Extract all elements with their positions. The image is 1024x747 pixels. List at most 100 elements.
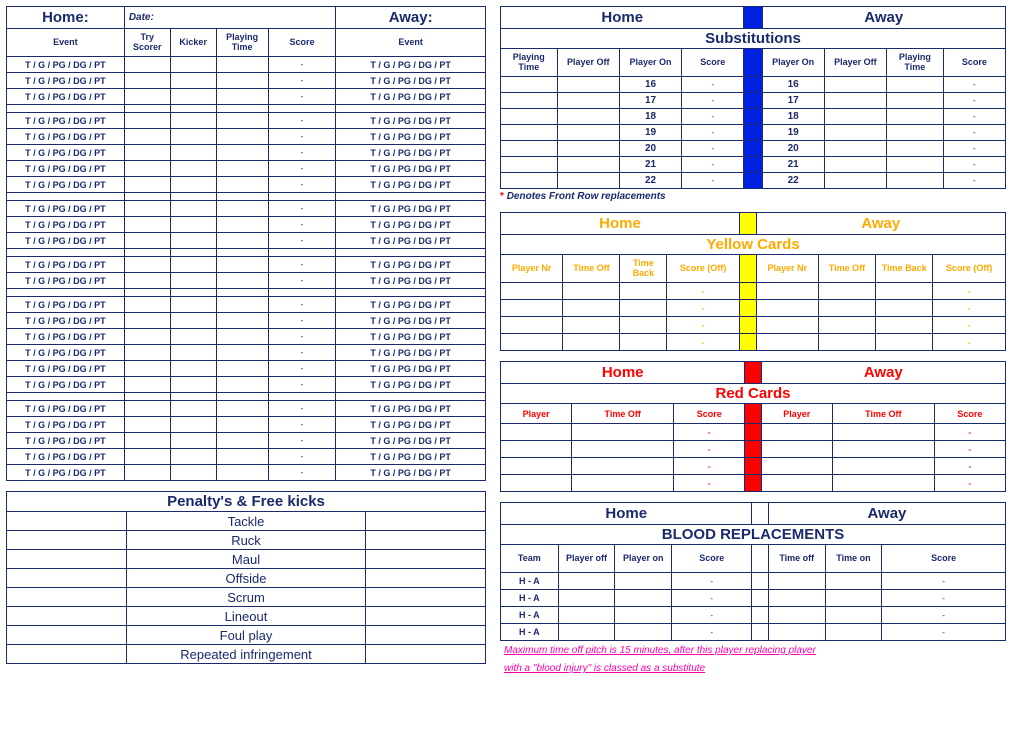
subs-pt-a-cell[interactable] [887,125,944,141]
playing-time-cell[interactable] [216,401,268,417]
r-p-a-cell[interactable] [761,441,832,458]
score-cell[interactable]: - [268,257,336,273]
score-cell[interactable]: - [268,449,336,465]
penalty-right[interactable] [366,607,486,626]
score-cell[interactable]: - [268,217,336,233]
score-cell[interactable]: - [268,129,336,145]
score-cell[interactable]: - [268,201,336,217]
y-to-h-cell[interactable] [563,300,620,317]
kicker-cell[interactable] [170,433,216,449]
y-tb-a-cell[interactable] [876,300,933,317]
r-to-a-cell[interactable] [832,458,934,475]
try-scorer-cell[interactable] [124,361,170,377]
subs-pt-a-cell[interactable] [887,77,944,93]
playing-time-cell[interactable] [216,113,268,129]
playing-time-cell[interactable] [216,257,268,273]
r-s-a-cell[interactable]: - [934,441,1005,458]
try-scorer-cell[interactable] [124,449,170,465]
r-to-a-cell[interactable] [832,441,934,458]
b-ton-cell[interactable] [825,590,882,607]
playing-time-cell[interactable] [216,129,268,145]
subs-pt-h-cell[interactable] [501,93,558,109]
subs-pt-h-cell[interactable] [501,109,558,125]
try-scorer-cell[interactable] [124,257,170,273]
y-tb-h-cell[interactable] [620,317,667,334]
try-scorer-cell[interactable] [124,57,170,73]
y-so-h-cell[interactable]: - [667,300,740,317]
y-tb-a-cell[interactable] [876,334,933,351]
subs-pt-a-cell[interactable] [887,109,944,125]
playing-time-cell[interactable] [216,201,268,217]
subs-score-h-cell[interactable]: - [682,173,744,189]
score-cell[interactable]: - [268,401,336,417]
y-to-a-cell[interactable] [818,283,875,300]
kicker-cell[interactable] [170,329,216,345]
y-to-a-cell[interactable] [818,317,875,334]
subs-poff-h-cell[interactable] [557,141,619,157]
penalty-left[interactable] [7,531,127,550]
try-scorer-cell[interactable] [124,329,170,345]
y-pn-h-cell[interactable] [501,334,563,351]
b-toff-cell[interactable] [768,624,825,641]
kicker-cell[interactable] [170,73,216,89]
playing-time-cell[interactable] [216,329,268,345]
subs-score-h-cell[interactable]: - [682,157,744,173]
penalty-right[interactable] [366,626,486,645]
kicker-cell[interactable] [170,177,216,193]
score-cell[interactable]: - [268,177,336,193]
try-scorer-cell[interactable] [124,177,170,193]
r-to-a-cell[interactable] [832,424,934,441]
playing-time-cell[interactable] [216,465,268,481]
score-cell[interactable]: - [268,161,336,177]
penalty-left[interactable] [7,645,127,664]
subs-poff-a-cell[interactable] [824,77,886,93]
subs-pt-a-cell[interactable] [887,157,944,173]
y-so-h-cell[interactable]: - [667,334,740,351]
r-s-h-cell[interactable]: - [674,441,745,458]
b-toff-cell[interactable] [768,573,825,590]
subs-poff-h-cell[interactable] [557,77,619,93]
subs-pt-a-cell[interactable] [887,173,944,189]
playing-time-cell[interactable] [216,89,268,105]
r-s-a-cell[interactable]: - [934,424,1005,441]
b-score-h-cell[interactable]: - [672,624,752,641]
b-poff-cell[interactable] [558,624,615,641]
try-scorer-cell[interactable] [124,297,170,313]
y-pn-h-cell[interactable] [501,300,563,317]
subs-poff-h-cell[interactable] [557,157,619,173]
subs-poff-a-cell[interactable] [824,141,886,157]
r-to-a-cell[interactable] [832,475,934,492]
playing-time-cell[interactable] [216,145,268,161]
b-score-a-cell[interactable]: - [882,607,1006,624]
subs-pt-a-cell[interactable] [887,93,944,109]
b-pon-cell[interactable] [615,607,672,624]
y-pn-a-cell[interactable] [756,317,818,334]
y-tb-h-cell[interactable] [620,334,667,351]
playing-time-cell[interactable] [216,233,268,249]
penalty-right[interactable] [366,550,486,569]
y-so-a-cell[interactable]: - [933,317,1006,334]
subs-score-a-cell[interactable]: - [943,141,1005,157]
y-pn-h-cell[interactable] [501,283,563,300]
playing-time-cell[interactable] [216,313,268,329]
playing-time-cell[interactable] [216,417,268,433]
subs-poff-a-cell[interactable] [824,157,886,173]
r-p-a-cell[interactable] [761,424,832,441]
r-to-h-cell[interactable] [572,424,674,441]
try-scorer-cell[interactable] [124,433,170,449]
kicker-cell[interactable] [170,89,216,105]
b-score-a-cell[interactable]: - [882,573,1006,590]
playing-time-cell[interactable] [216,433,268,449]
r-s-h-cell[interactable]: - [674,458,745,475]
playing-time-cell[interactable] [216,161,268,177]
score-cell[interactable]: - [268,465,336,481]
kicker-cell[interactable] [170,57,216,73]
subs-poff-a-cell[interactable] [824,125,886,141]
kicker-cell[interactable] [170,401,216,417]
r-s-a-cell[interactable]: - [934,475,1005,492]
try-scorer-cell[interactable] [124,417,170,433]
playing-time-cell[interactable] [216,361,268,377]
subs-poff-a-cell[interactable] [824,93,886,109]
y-pn-h-cell[interactable] [501,317,563,334]
subs-poff-h-cell[interactable] [557,109,619,125]
